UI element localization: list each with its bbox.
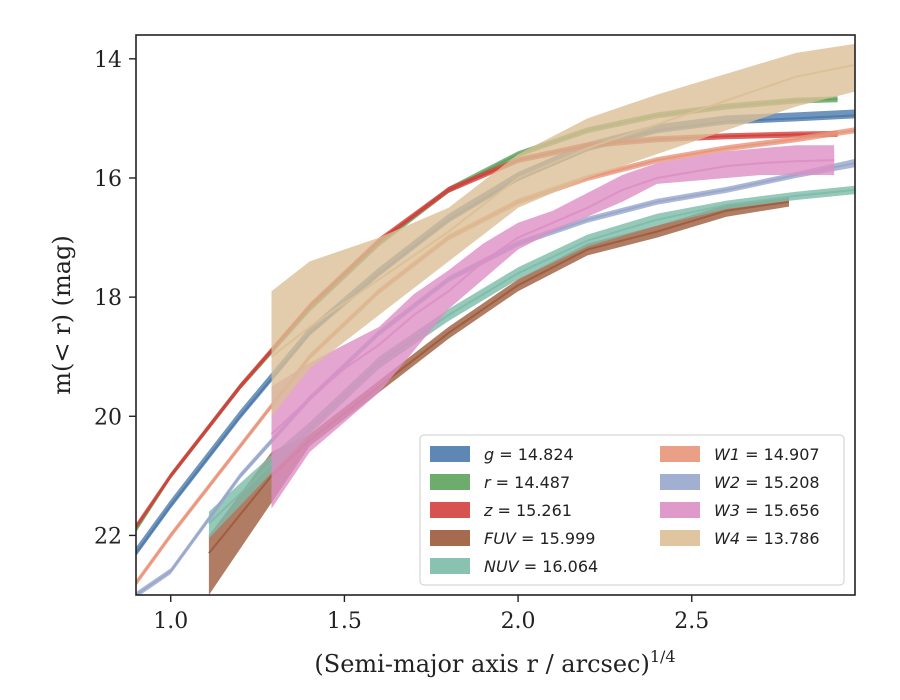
y-tick-label: 22 <box>94 524 122 549</box>
x-tick-label: 2.5 <box>674 609 709 634</box>
y-tick-label: 20 <box>94 405 122 430</box>
legend-swatch-w1 <box>660 446 700 462</box>
legend-swatch-nuv <box>430 558 470 574</box>
legend-swatch-fuv <box>430 530 470 546</box>
legend-label-w1: W1 = 14.907 <box>714 445 820 464</box>
legend-label-w4: W4 = 13.786 <box>714 529 820 548</box>
x-tick-label: 1.5 <box>327 609 362 634</box>
y-axis-label: m(< r) (mag) <box>48 235 76 394</box>
legend-label-w2: W2 = 15.208 <box>714 473 820 492</box>
legend-swatch-w3 <box>660 502 700 518</box>
legend-swatch-w2 <box>660 474 700 490</box>
y-tick-label: 16 <box>94 167 122 192</box>
series-line-w4 <box>270 63 855 358</box>
plot-frame <box>135 34 856 596</box>
series-line-w3 <box>270 159 835 435</box>
y-tick-label: 18 <box>94 286 122 311</box>
legend-label-fuv: FUV = 15.999 <box>484 529 595 548</box>
legend: g = 14.824 r = 14.487 z = 15.261 FUV = 15.9… <box>419 434 845 586</box>
legend-label-w3: W3 = 15.656 <box>714 501 820 520</box>
legend-swatch-r <box>430 474 470 490</box>
series-band-w3 <box>271 145 835 509</box>
legend-swatch-z <box>430 502 470 518</box>
series-line-z <box>136 132 838 528</box>
legend-swatch-w4 <box>660 530 700 546</box>
series-band-w4 <box>271 43 855 417</box>
y-tick-label: 14 <box>94 48 122 73</box>
legend-swatch-g <box>430 446 470 462</box>
series-layer <box>136 43 855 595</box>
legend-box <box>419 434 845 586</box>
legend-label-nuv: NUV = 16.064 <box>484 557 598 576</box>
x-tick-label: 1.0 <box>153 609 188 634</box>
legend-label-r: r = 14.487 <box>484 473 570 492</box>
legend-label-g: g = 14.824 <box>484 445 574 464</box>
x-tick-label: 2.0 <box>501 609 536 634</box>
legend-label-z: z = 15.261 <box>483 501 572 520</box>
ticks-layer: 1.0 1.5 2.0 2.5 14 16 18 20 22 <box>94 48 709 634</box>
x-axis-label: (Semi-major axis r / arcsec)1/4 <box>314 647 675 678</box>
